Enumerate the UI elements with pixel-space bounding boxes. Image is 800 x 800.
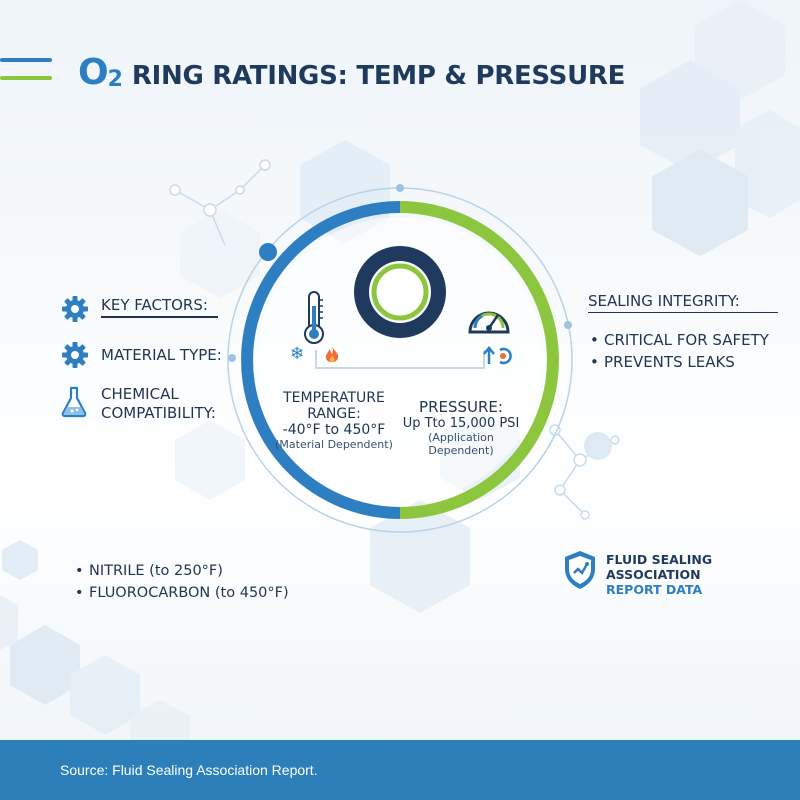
shield-icon	[565, 551, 595, 589]
title-text: RING RATINGS: TEMP & PRESSURE	[131, 61, 626, 91]
gear-icon	[62, 296, 88, 322]
flame-icon	[325, 346, 339, 363]
temperature-value: -40°F to 450°F	[282, 422, 386, 438]
list-item: FLUOROCARBON (to 450°F)	[75, 582, 289, 604]
thermometer-icon	[304, 291, 324, 344]
list-item: PREVENTS LEAKS	[590, 351, 769, 373]
association-seal: FLUID SEALING ASSOCIATION REPORT DATA	[606, 552, 713, 597]
ring-diagram	[227, 184, 573, 533]
header-line-blue	[0, 58, 52, 62]
list-item: NITRILE (to 250°F)	[75, 560, 289, 582]
key-factors-underline	[101, 316, 218, 318]
o-ring	[354, 246, 446, 338]
gauge-icon	[468, 311, 510, 334]
o2-logo: O2	[78, 52, 123, 93]
temperature-block: TEMPERATURE RANGE: -40°F to 450°F (Mater…	[258, 390, 410, 451]
list-item: CRITICAL FOR SAFETY	[590, 329, 769, 351]
flask-icon	[61, 386, 87, 418]
pressure-heading: PRESSURE:	[419, 398, 503, 416]
header-line-green	[0, 76, 52, 80]
gear-icon	[62, 342, 88, 368]
snowflake-icon: ❄	[290, 344, 305, 364]
chemical-compatibility-label: CHEMICAL COMPATIBILITY:	[101, 385, 216, 422]
pressure-note: (Application Dependent)	[428, 431, 494, 457]
footer-bar: Source: Fluid Sealing Association Report…	[0, 740, 800, 800]
sealing-integrity-list: CRITICAL FOR SAFETY PREVENTS LEAKS	[590, 329, 769, 373]
materials-list: NITRILE (to 250°F) FLUOROCARBON (to 450°…	[75, 560, 289, 604]
source-text: Source: Fluid Sealing Association Report…	[60, 762, 318, 778]
green-arc	[399, 201, 559, 519]
blue-arc	[241, 201, 401, 519]
pressure-block: PRESSURE: Up Tto 15,000 PSI (Application…	[396, 398, 526, 457]
temperature-heading: TEMPERATURE RANGE:	[283, 390, 385, 422]
sealing-integrity-heading: SEALING INTEGRITY:	[588, 292, 778, 313]
arrow-up-icon	[483, 346, 512, 365]
page-title: O2 RING RATINGS: TEMP & PRESSURE	[78, 52, 625, 93]
pressure-value: Up Tto 15,000 PSI	[402, 416, 520, 431]
material-type-label: MATERIAL TYPE:	[101, 346, 222, 364]
key-factors-heading: KEY FACTORS:	[101, 296, 208, 314]
temperature-note: (Material Dependent)	[275, 438, 393, 451]
